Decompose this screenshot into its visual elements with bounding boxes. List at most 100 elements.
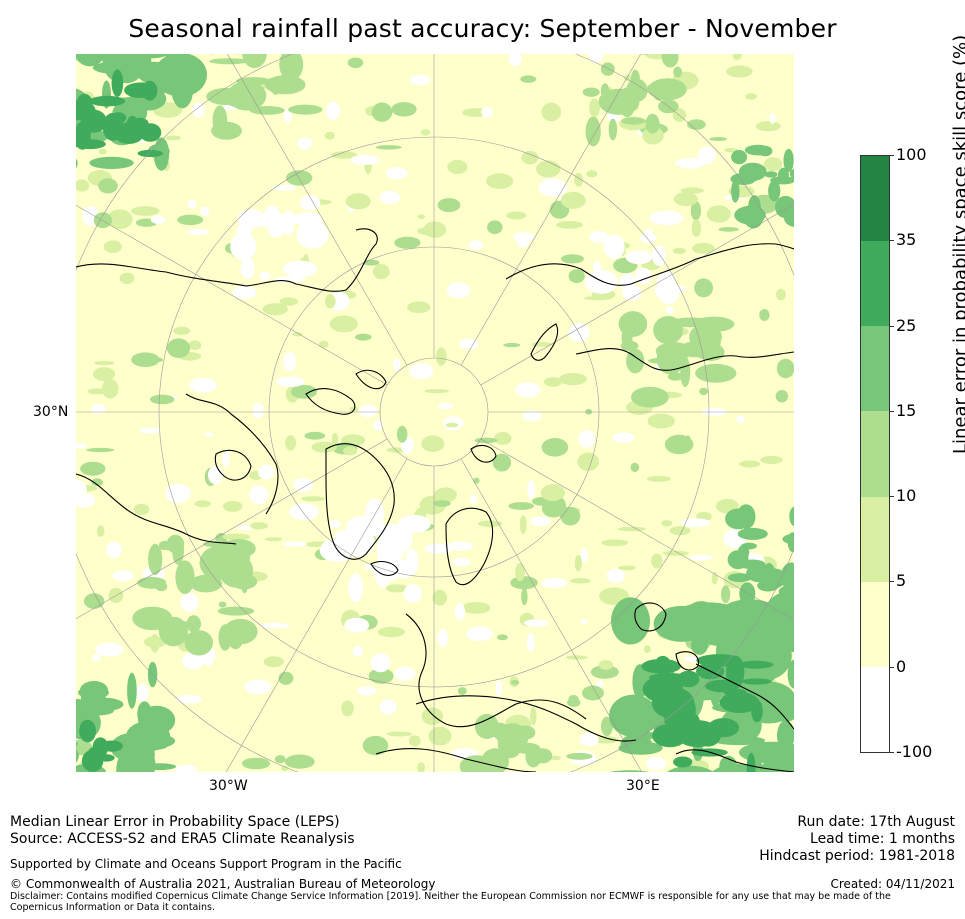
skill-patch: [585, 116, 601, 147]
skill-patch: [98, 148, 107, 155]
skill-patch: [643, 645, 651, 653]
skill-patch: [745, 93, 757, 100]
skill-patch: [775, 390, 789, 403]
skill-patch: [347, 57, 364, 69]
skill-patch: [125, 115, 139, 141]
skill-patch: [618, 741, 663, 755]
skill-patch: [519, 515, 527, 535]
skill-patch: [601, 716, 613, 737]
skill-patch: [218, 553, 254, 588]
skill-patch: [759, 309, 770, 321]
skill-patch: [364, 498, 384, 529]
skill-patch: [271, 80, 281, 95]
skill-patch: [396, 425, 408, 443]
skill-patch: [654, 282, 678, 300]
skill-patch: [670, 317, 713, 328]
skill-patch: [699, 387, 708, 396]
skill-patch: [673, 66, 682, 78]
skill-patch: [204, 432, 214, 437]
skill-patch: [377, 626, 406, 638]
skill-patch: [469, 494, 478, 504]
skill-patch: [586, 170, 598, 178]
skill-patch: [598, 660, 614, 670]
skill-patch: [91, 478, 103, 487]
footer-run-date: Run date: 17th August: [797, 814, 955, 830]
skill-patch: [350, 154, 380, 165]
skill-patch: [726, 65, 753, 78]
coastline: [185, 393, 279, 515]
skill-patch: [417, 762, 425, 772]
skill-patch: [645, 113, 660, 134]
skill-patch: [187, 228, 210, 236]
skill-patch: [582, 87, 600, 97]
skill-patch: [589, 98, 600, 117]
skill-patch: [144, 734, 176, 748]
skill-patch: [293, 212, 323, 227]
skill-patch: [259, 271, 271, 281]
skill-patch: [641, 54, 649, 55]
skill-patch: [433, 500, 451, 507]
skill-patch: [279, 297, 298, 306]
colorbar-segment: [861, 156, 889, 242]
skill-patch: [608, 118, 618, 141]
skill-patch: [763, 157, 783, 172]
skill-patch: [76, 139, 106, 150]
skill-patch: [474, 437, 498, 444]
skill-patch: [709, 137, 727, 141]
skill-patch: [391, 102, 417, 117]
skill-patch: [150, 215, 166, 225]
colorbar-tick-label: 25: [896, 315, 917, 335]
skill-patch: [621, 117, 646, 125]
skill-patch: [139, 123, 162, 142]
coastline: [355, 369, 387, 390]
map-canvas: [76, 54, 794, 772]
skill-patch: [345, 193, 371, 210]
skill-patch: [696, 654, 742, 667]
lon-label-30w: 30°W: [209, 778, 248, 794]
skill-patch: [622, 284, 642, 301]
coastline: [470, 444, 497, 463]
skill-patch: [76, 767, 81, 772]
skill-patch: [276, 376, 305, 387]
coastline: [76, 473, 237, 545]
skill-patch: [286, 170, 313, 186]
skill-patch: [521, 588, 528, 606]
skill-patch: [592, 260, 602, 277]
skill-patch: [76, 158, 78, 169]
skill-patch: [263, 656, 284, 668]
skill-patch: [112, 570, 134, 582]
skill-patch: [526, 633, 535, 652]
skill-patch: [530, 516, 551, 527]
skill-patch: [673, 756, 693, 768]
skill-patch: [672, 247, 686, 254]
footer-method: Median Linear Error in Probability Space…: [10, 814, 340, 830]
skill-patch: [625, 250, 653, 265]
skill-patch: [603, 234, 625, 259]
coastline: [530, 323, 559, 361]
skill-patch: [631, 386, 669, 408]
skill-patch: [515, 382, 541, 398]
skill-patch: [150, 394, 175, 405]
skill-patch: [293, 477, 313, 493]
skill-patch: [370, 653, 391, 673]
skill-patch: [133, 748, 156, 772]
skill-patch: [184, 630, 213, 656]
skill-patch: [357, 686, 377, 696]
skill-patch: [486, 173, 514, 189]
skill-patch: [393, 358, 401, 371]
skill-patch: [727, 573, 752, 583]
skill-patch: [516, 239, 530, 248]
skill-patch: [494, 431, 512, 445]
skill-patch: [724, 148, 739, 153]
skill-patch: [527, 479, 536, 499]
skill-patch: [758, 145, 773, 157]
skill-patch: [642, 675, 684, 703]
skill-patch: [437, 198, 461, 213]
skill-patch: [457, 687, 467, 695]
meridian-line: [225, 458, 408, 772]
skill-patch: [452, 557, 471, 567]
skill-patch: [771, 613, 794, 645]
skill-patch: [550, 755, 561, 761]
skill-patch: [447, 159, 468, 174]
skill-patch: [155, 357, 163, 362]
